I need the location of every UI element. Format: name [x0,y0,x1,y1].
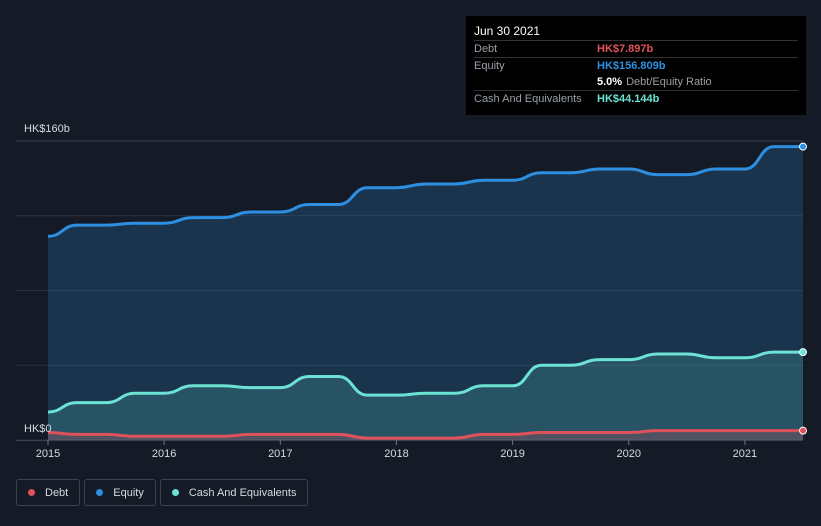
cash-line [47,350,803,414]
tooltip-debt-value: HK$7.897b [597,43,654,55]
y-tick-label: HK$0 [24,423,52,435]
legend-cash-toggle[interactable]: Cash And Equivalents [159,479,309,506]
tooltip-debt-label: Debt [474,43,498,55]
x-tick-label: 2017 [268,448,292,460]
x-tick-label: 2019 [500,448,524,460]
tooltip-equity-value: HK$156.809b [597,60,666,72]
tooltip-cash-value: HK$44.144b [597,93,660,105]
x-tick-label: 2018 [384,448,408,460]
x-tick-label: 2020 [617,448,641,460]
equity-dot-icon [96,489,104,496]
x-tick-label: 2015 [36,448,60,460]
legend: Debt Equity Cash And Equivalents [16,479,309,508]
y-tick-label: HK$160b [24,123,70,135]
tooltip-ratio-value: 5.0% [597,76,623,88]
tooltip-ratio-label: Debt/Equity Ratio [626,76,712,88]
tooltip-cash-label: Cash And Equivalents [474,93,582,105]
series-endpoints [799,142,807,435]
legend-debt-toggle[interactable]: Debt [16,479,81,506]
legend-equity-label: Equity [113,486,144,499]
cash-endpoint [799,348,807,357]
debt-endpoint [799,426,807,435]
legend-debt-label: Debt [45,486,69,499]
x-tick-label: 2016 [152,448,176,460]
tooltip-equity-row: Equity HK$156.809b [474,57,798,74]
series-areas [48,146,803,440]
tooltip: Jun 30 2021 Debt HK$7.897b Equity HK$156… [466,16,806,115]
tooltip-debt-row: Debt HK$7.897b [474,40,798,57]
tooltip-equity-label: Equity [474,60,505,72]
cash-dot-icon [171,489,179,496]
legend-cash-label: Cash And Equivalents [188,486,297,499]
gridlines [16,140,803,441]
tooltip-ratio-row: 5.0% Debt/Equity Ratio [474,74,798,90]
x-tick-label: 2021 [733,448,757,460]
tooltip-cash-row: Cash And Equivalents HK$44.144b [474,90,798,107]
debt-dot-icon [28,489,35,496]
tooltip-date: Jun 30 2021 [474,24,541,38]
cash-area [48,352,803,440]
y-axis: HK$160b HK$0 [24,123,70,435]
equity-line [47,145,803,238]
x-axis: 2015 2016 2017 2018 2019 2020 2021 [36,440,757,460]
debt-line [47,429,803,440]
series-lines [47,145,803,440]
legend-equity-toggle[interactable]: Equity [84,479,156,506]
equity-area [48,146,803,440]
baseline [16,440,803,441]
equity-endpoint [799,142,807,151]
